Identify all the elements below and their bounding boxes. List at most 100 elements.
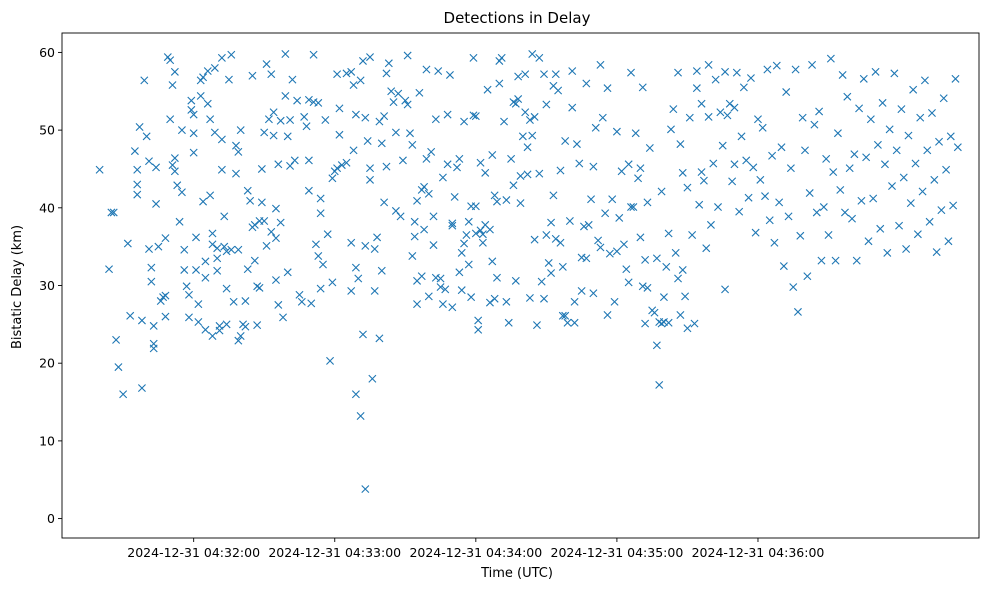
data-point	[208, 229, 217, 238]
data-point	[142, 132, 151, 141]
data-point	[815, 107, 824, 116]
data-point	[791, 65, 800, 74]
data-point	[570, 318, 579, 327]
data-point	[321, 116, 330, 125]
data-point	[109, 208, 118, 217]
data-point	[445, 70, 454, 79]
data-point	[213, 266, 222, 275]
data-point	[420, 225, 429, 234]
x-tick-label: 2024-12-31 04:32:00	[127, 545, 260, 560]
data-point	[424, 292, 433, 301]
data-point	[189, 129, 198, 138]
data-point	[302, 122, 311, 131]
data-point	[706, 220, 715, 229]
data-point	[311, 240, 320, 249]
data-point	[149, 321, 158, 330]
data-point	[624, 278, 633, 287]
data-point	[133, 165, 142, 174]
data-point	[184, 313, 193, 322]
data-point	[462, 231, 471, 239]
data-point	[206, 115, 215, 124]
data-point	[474, 325, 483, 334]
data-point	[817, 256, 826, 265]
data-point	[370, 286, 379, 295]
plot-area: 0 10 20 30 40 50 60 2024-12-31 04:32:00 2024-12-…	[39, 32, 980, 560]
data-point	[594, 236, 603, 245]
data-point	[199, 197, 208, 206]
data-point	[678, 168, 687, 177]
data-point	[215, 326, 224, 335]
data-point	[478, 230, 487, 239]
data-point	[777, 143, 786, 152]
data-point	[909, 85, 918, 94]
data-point	[478, 238, 487, 247]
data-point	[572, 140, 581, 149]
data-point	[243, 265, 252, 274]
data-point	[793, 307, 802, 316]
data-point	[650, 308, 659, 317]
data-point	[709, 159, 718, 168]
data-point	[337, 161, 346, 170]
data-point	[683, 183, 692, 192]
data-point	[634, 174, 643, 183]
data-point	[177, 188, 186, 197]
data-point	[293, 96, 302, 105]
data-point	[192, 233, 201, 242]
data-point	[250, 256, 259, 265]
data-point	[488, 257, 497, 266]
data-point	[500, 117, 509, 126]
data-point	[274, 160, 283, 169]
data-point	[224, 75, 233, 84]
data-point	[370, 244, 379, 253]
data-point	[688, 231, 697, 239]
data-point	[509, 98, 518, 107]
data-point	[601, 209, 610, 218]
data-point	[180, 245, 189, 254]
data-point	[596, 60, 605, 69]
data-point	[932, 248, 941, 257]
data-point	[269, 131, 278, 140]
data-point	[829, 168, 838, 177]
data-point	[535, 53, 544, 62]
data-point	[194, 318, 203, 327]
data-point	[105, 265, 114, 274]
data-point	[413, 196, 422, 205]
data-point	[939, 94, 948, 103]
data-point	[490, 294, 499, 303]
data-point	[657, 319, 666, 328]
data-point	[260, 128, 269, 137]
data-point	[840, 208, 849, 217]
data-point	[537, 277, 546, 286]
data-point	[410, 217, 419, 226]
data-point	[450, 192, 459, 201]
data-point	[796, 231, 805, 240]
data-point	[257, 164, 266, 173]
data-point	[220, 242, 229, 251]
data-point	[469, 111, 478, 120]
data-point	[382, 69, 391, 78]
data-point	[582, 79, 591, 88]
data-point	[107, 208, 116, 217]
data-point	[269, 108, 278, 117]
data-point	[455, 268, 464, 277]
data-point	[888, 182, 896, 191]
data-point	[558, 311, 567, 320]
data-point	[262, 60, 271, 69]
data-point	[758, 123, 767, 132]
data-point	[641, 319, 650, 328]
data-point	[201, 325, 210, 334]
data-point	[351, 110, 360, 119]
data-point	[801, 146, 809, 155]
data-point	[768, 151, 777, 160]
data-point	[852, 256, 861, 265]
y-tick-label: 60	[39, 45, 55, 60]
data-point	[695, 200, 704, 209]
data-point	[775, 198, 784, 207]
data-point	[530, 112, 539, 121]
data-point	[913, 230, 922, 239]
data-point	[739, 83, 748, 92]
data-point	[168, 161, 177, 170]
y-tick-label: 50	[39, 123, 55, 138]
data-point	[504, 318, 513, 327]
data-point	[481, 168, 490, 177]
